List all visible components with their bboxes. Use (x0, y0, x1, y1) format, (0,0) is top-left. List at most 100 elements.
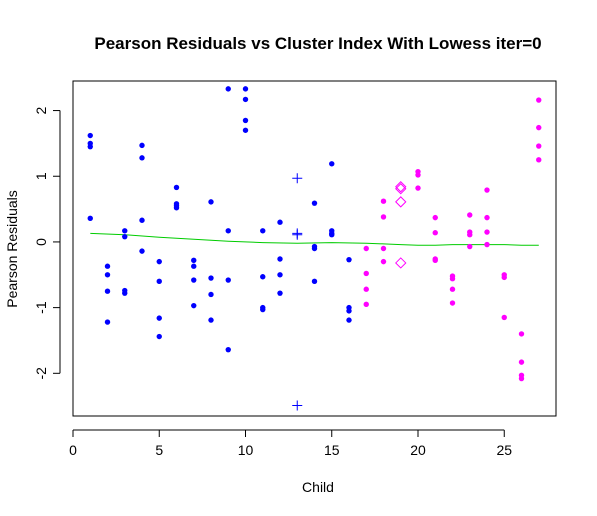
data-point (346, 317, 352, 323)
data-point (173, 205, 180, 211)
data-point (122, 228, 128, 234)
data-point (484, 229, 490, 235)
data-point (260, 228, 266, 234)
data-point (536, 124, 542, 131)
data-point (191, 277, 197, 283)
data-point (432, 257, 438, 264)
data-point (432, 230, 438, 236)
data-point (104, 272, 111, 278)
x-tick-label: 5 (155, 442, 163, 458)
data-point (380, 214, 387, 220)
data-point (501, 274, 507, 281)
data-point (536, 143, 542, 149)
data-point (311, 245, 318, 252)
data-point (191, 302, 197, 309)
data-point (363, 301, 369, 308)
data-point (225, 346, 231, 353)
y-axis-label: Pearson Residuals (4, 190, 20, 308)
chart-title: Pearson Residuals vs Cluster Index With … (94, 34, 541, 53)
data-point (208, 317, 214, 323)
data-point (208, 199, 214, 205)
data-point (311, 278, 318, 285)
data-point (225, 277, 231, 283)
data-point (380, 258, 387, 265)
data-point (139, 217, 145, 223)
data-point (208, 291, 214, 298)
data-point (449, 286, 456, 292)
x-tick-label: 10 (238, 442, 254, 458)
data-point (104, 319, 111, 325)
data-point (191, 263, 197, 269)
data-point (208, 275, 214, 281)
data-point (536, 157, 542, 163)
y-axis: -2 -1 0 1 2 (33, 106, 61, 380)
data-point-diamond (395, 257, 407, 269)
data-point-diamond (395, 196, 407, 208)
data-point (484, 241, 490, 248)
data-point (415, 185, 421, 191)
data-point (87, 143, 93, 150)
data-point (242, 86, 249, 92)
data-point (277, 290, 283, 296)
data-point-plus (292, 173, 303, 184)
y-tick-label: -2 (33, 367, 49, 380)
data-point-diamond (395, 181, 407, 193)
y-tick-label: -1 (33, 301, 49, 314)
data-point (242, 117, 249, 124)
data-point (518, 359, 525, 365)
data-point-diamond (395, 183, 407, 195)
data-point (484, 214, 490, 221)
data-point (329, 232, 335, 238)
data-point (518, 331, 525, 337)
data-point (380, 198, 387, 204)
data-point (87, 215, 93, 221)
data-point (380, 245, 387, 252)
data-point (484, 187, 490, 193)
data-point (329, 161, 335, 167)
data-point (156, 258, 162, 265)
data-point (260, 306, 266, 313)
data-point (173, 184, 180, 191)
data-point (449, 276, 456, 282)
data-point (191, 257, 197, 264)
data-point (467, 212, 473, 218)
x-tick-label: 25 (496, 442, 512, 458)
data-point (536, 97, 542, 103)
x-axis-label: Child (302, 479, 334, 495)
data-point (449, 300, 456, 306)
plot-area (72, 80, 557, 417)
data-point (104, 288, 111, 294)
data-point (139, 248, 145, 254)
data-point (432, 214, 438, 221)
y-tick-label: 2 (33, 106, 49, 114)
data-point (346, 308, 352, 314)
data-point (139, 155, 145, 161)
data-point (156, 333, 162, 340)
data-point (363, 286, 369, 292)
data-point-plus (292, 229, 303, 240)
x-axis: 0 5 10 15 20 25 (69, 429, 512, 458)
data-point (242, 127, 249, 133)
data-point (225, 228, 231, 234)
y-tick-label: 0 (33, 238, 49, 246)
data-point (139, 142, 145, 149)
data-point (363, 270, 369, 277)
x-tick-label: 0 (69, 442, 77, 458)
data-point (122, 290, 128, 296)
data-point-plus (292, 400, 303, 411)
data-point (501, 314, 507, 321)
x-tick-label: 20 (410, 442, 426, 458)
data-point (156, 278, 162, 285)
data-point (242, 96, 249, 103)
data-point (87, 132, 93, 139)
data-point (156, 315, 162, 321)
data-point (518, 375, 525, 382)
data-point (415, 172, 421, 178)
data-point (260, 274, 266, 280)
data-point (467, 243, 473, 250)
points-layer (87, 86, 542, 411)
y-tick-label: 1 (33, 172, 49, 180)
data-point (225, 86, 231, 92)
data-point (346, 256, 352, 263)
